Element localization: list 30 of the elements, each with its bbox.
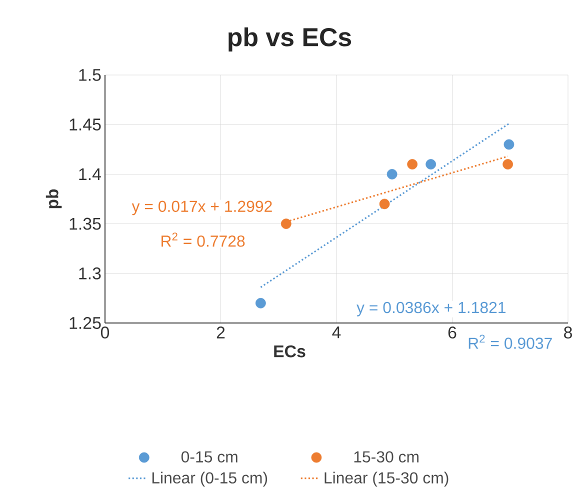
legend-label: 0-15 cm <box>181 451 238 462</box>
y-tick-label: 1.5 <box>79 69 101 81</box>
y-tick-label: 1.3 <box>79 267 101 280</box>
x-axis-title: ECs <box>274 345 306 358</box>
x-tick-label: 8 <box>564 326 572 339</box>
point <box>504 139 514 150</box>
x-tick-label: 2 <box>216 326 225 338</box>
legend-label: 15-30 cm <box>354 451 418 462</box>
point <box>426 159 436 170</box>
point <box>502 159 514 170</box>
y-tick-label: 1.35 <box>70 218 101 230</box>
annotation: y = 0.0386x + 1.1821 <box>356 302 506 316</box>
x-tick-label: 4 <box>332 326 341 338</box>
point <box>255 298 266 308</box>
point <box>407 159 418 170</box>
x-tick-label: 0 <box>100 326 110 339</box>
chart-title: pb vs ECs <box>228 27 352 52</box>
legend-label: Linear (0-15 cm) <box>152 472 268 487</box>
y-tick-label: 1.4 <box>79 168 101 180</box>
text: R$^{2}$ = 0.9037 <box>468 334 552 349</box>
x-tick-label: 6 <box>448 326 456 339</box>
point <box>386 169 398 180</box>
annotation: y = 0.017x + 1.2992 <box>132 200 272 216</box>
point <box>280 218 292 229</box>
annotation: R$^{2}$ = 0.7728 <box>162 232 245 247</box>
y-axis-title: pb <box>46 189 62 208</box>
y-tick-label: 1.25 <box>70 317 101 329</box>
y-tick-label: 1.45 <box>70 118 101 131</box>
legend-label: Linear (15-30 cm) <box>324 472 448 487</box>
point <box>379 198 390 210</box>
